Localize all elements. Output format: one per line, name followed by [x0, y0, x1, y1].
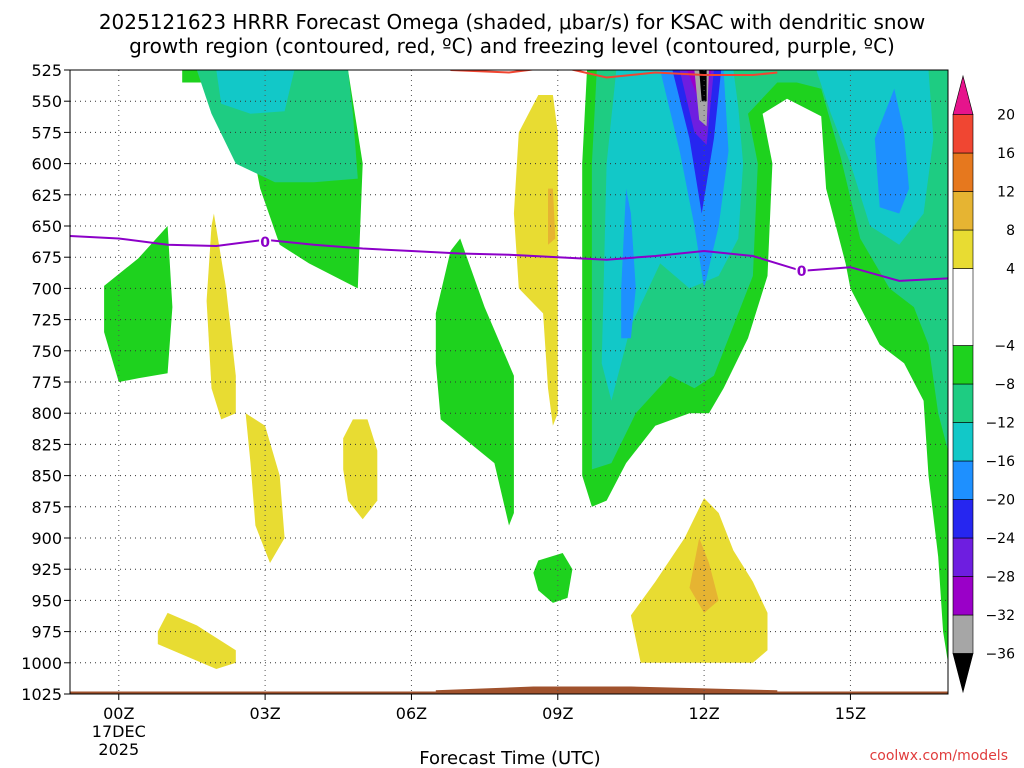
y-tick-label: 875 [31, 498, 62, 517]
colorbar-high-arrow [952, 74, 974, 115]
colorbar-tick-label: −16 [985, 454, 1015, 470]
omega-region [216, 70, 295, 114]
x-tick-year: 2025 [98, 740, 139, 759]
colorbar-low-arrow [952, 653, 974, 694]
colorbar-tick-label: 4 [1006, 262, 1015, 278]
grid-lines [70, 70, 948, 694]
y-tick-label: 650 [31, 217, 62, 236]
freezing-level-label: 0 [260, 235, 270, 251]
colorbar-bin [952, 268, 974, 346]
y-tick-label: 775 [31, 373, 62, 392]
omega-region [435, 238, 514, 526]
y-tick-label: 525 [31, 61, 62, 80]
colorbar-bin [952, 460, 974, 500]
omega-shading [70, 70, 948, 694]
colorbar-bin [952, 576, 974, 616]
y-tick-label: 975 [31, 623, 62, 642]
y-tick-label: 925 [31, 560, 62, 579]
colorbar-bin [952, 537, 974, 577]
colorbar-tick-label: −32 [985, 608, 1015, 624]
colorbar-tick-label: −24 [985, 531, 1015, 547]
colorbar-tick-label: 20 [997, 108, 1015, 124]
terrain-bump [435, 686, 778, 693]
colorbar-tick-label: −36 [985, 647, 1015, 663]
y-tick-label: 700 [31, 279, 62, 298]
y-tick-label: 675 [31, 248, 62, 267]
colorbar-tick-label: −4 [994, 339, 1015, 355]
plot-area: 00 [70, 70, 948, 694]
colorbar-bin [952, 499, 974, 539]
colorbar-tick-label: −12 [985, 416, 1015, 432]
y-tick-label: 1000 [21, 654, 62, 673]
colorbar-tick-label: 16 [997, 146, 1015, 162]
y-axis: 525 550 575 600 625 650 675 700 725 750 775 800 825 8… [21, 61, 70, 704]
colorbar-bin [952, 114, 974, 154]
freezing-level-label-bg [259, 234, 272, 251]
omega-region [533, 553, 573, 603]
omega-region [816, 70, 934, 245]
omega-region [157, 612, 236, 669]
colorbar-bin [952, 191, 974, 231]
y-tick-label: 575 [31, 123, 62, 142]
x-tick-label: 12Z [688, 704, 719, 723]
omega-region [548, 188, 556, 245]
x-tick-label: 03Z [249, 704, 280, 723]
x-tick-date: 17DEC [92, 722, 146, 741]
x-tick-label: 15Z [835, 704, 866, 723]
contour-lines: 00 [70, 70, 948, 282]
colorbar-bin [952, 422, 974, 462]
y-tick-label: 800 [31, 404, 62, 423]
y-tick-label: 725 [31, 311, 62, 330]
y-tick-label: 1025 [21, 685, 62, 704]
colorbar-bin [952, 152, 974, 192]
colorbar-tick-label: 8 [1006, 223, 1015, 239]
x-tick-label: 00Z [103, 704, 134, 723]
omega-region [513, 95, 558, 426]
omega-region [104, 226, 173, 382]
colorbar-tick-label: −28 [985, 570, 1015, 586]
y-tick-label: 600 [31, 155, 62, 174]
x-tick-label: 09Z [542, 704, 573, 723]
colorbar-tick-label: −20 [985, 493, 1015, 509]
colorbar-bin [952, 383, 974, 423]
chart-title-line-1: 2025121623 HRRR Forecast Omega (shaded, … [99, 10, 925, 34]
y-tick-label: 625 [31, 186, 62, 205]
omega-region [206, 213, 236, 420]
freezing-level-label-bg [795, 262, 808, 279]
x-axis-label: Forecast Time (UTC) [419, 748, 600, 768]
omega-region [699, 70, 707, 102]
x-tick-label: 06Z [396, 704, 427, 723]
y-tick-label: 900 [31, 529, 62, 548]
colorbar: 20 16 12 8 4 −4 −8 −12 −16 −20 −24 −28 −32 −36 [952, 74, 1015, 694]
colorbar-tick-label: 12 [997, 185, 1015, 201]
colorbar-bin [952, 345, 974, 385]
colorbar-tick-label: −8 [994, 377, 1015, 393]
omega-region [245, 413, 285, 563]
y-tick-label: 550 [31, 92, 62, 111]
y-tick-label: 950 [31, 591, 62, 610]
chart-title-line-2: growth region (contoured, red, ºC) and f… [129, 34, 895, 58]
dgz-contour-line [450, 70, 778, 79]
freezing-level-label: 0 [797, 264, 807, 280]
colorbar-bin [952, 614, 974, 654]
omega-region [343, 419, 378, 520]
omega-region [874, 88, 909, 214]
y-tick-label: 850 [31, 467, 62, 486]
omega-region [621, 188, 636, 339]
y-tick-label: 825 [31, 435, 62, 454]
colorbar-bin [952, 229, 974, 269]
y-tick-label: 750 [31, 342, 62, 361]
credit-text: coolwx.com/models [870, 748, 1008, 764]
